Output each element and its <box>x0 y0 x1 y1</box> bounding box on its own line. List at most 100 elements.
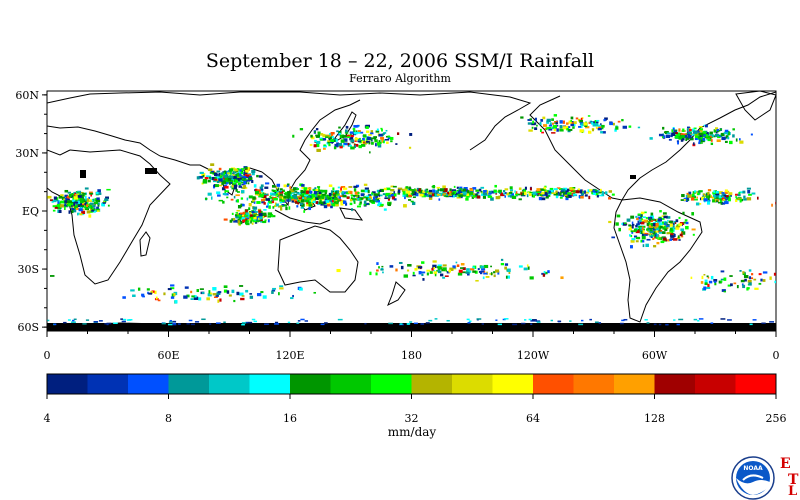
rain-cell <box>660 240 665 244</box>
rain-cell <box>296 195 302 198</box>
rain-cell <box>472 187 477 190</box>
rain-cell <box>316 201 321 205</box>
rain-cell <box>588 121 591 124</box>
rain-cell <box>524 186 527 190</box>
rain-cell <box>101 203 103 207</box>
rain-cell <box>235 194 240 197</box>
rain-cell <box>682 133 687 135</box>
rain-cell <box>334 197 338 201</box>
rain-cell <box>167 288 172 291</box>
rain-cell <box>260 220 263 223</box>
rain-cell <box>84 202 87 206</box>
rain-cell <box>774 280 776 284</box>
rain-cell <box>393 190 396 194</box>
rain-cell <box>434 193 439 197</box>
rain-cell <box>301 186 306 189</box>
rain-cell <box>290 196 293 200</box>
rain-cell <box>548 190 551 194</box>
rain-cell <box>725 197 729 201</box>
rain-cell <box>66 198 70 201</box>
rain-cell <box>295 201 298 204</box>
rain-cell <box>417 189 420 191</box>
rain-cell <box>724 191 728 194</box>
rain-cell <box>326 196 330 199</box>
rain-cell <box>470 194 475 197</box>
rain-cell <box>320 323 325 326</box>
rain-cell <box>209 323 212 325</box>
rain-cell <box>240 215 243 219</box>
rain-cell <box>365 197 368 201</box>
rain-cell <box>353 131 358 135</box>
rain-cell <box>600 188 602 192</box>
rain-cell <box>97 202 100 206</box>
rain-cell <box>258 213 263 217</box>
rain-cell <box>580 319 584 322</box>
rain-cell <box>738 191 741 195</box>
rain-cell <box>515 193 519 196</box>
rain-cell <box>227 172 230 175</box>
rain-cell <box>460 267 464 269</box>
rain-cell <box>375 272 378 276</box>
rain-cell <box>549 187 554 192</box>
rain-cell <box>698 318 704 320</box>
rain-cell <box>290 198 296 201</box>
rain-cell <box>227 178 232 181</box>
rain-cell <box>330 138 335 142</box>
rain-cell <box>279 285 284 288</box>
rain-cell <box>504 263 509 266</box>
rain-cell <box>524 319 527 321</box>
rain-cell <box>487 195 493 198</box>
rain-cell <box>467 190 470 194</box>
rain-cell <box>507 268 511 273</box>
rain-cell <box>418 270 422 275</box>
rain-cell <box>233 299 236 303</box>
rain-cell <box>504 192 507 194</box>
rain-cell <box>644 319 648 321</box>
lon-tick-label: 120E <box>275 349 304 362</box>
rain-cell <box>85 206 89 210</box>
rain-cell <box>77 190 81 193</box>
rain-cell <box>656 241 660 245</box>
rain-cell <box>719 199 723 203</box>
rain-cell <box>665 134 671 139</box>
rain-cell <box>748 193 752 196</box>
rain-cell <box>73 201 79 204</box>
rain-cell <box>249 214 253 217</box>
rain-cell <box>390 140 393 143</box>
rain-cell <box>529 276 534 280</box>
rain-cell <box>771 203 773 207</box>
rain-cell <box>204 176 209 180</box>
rain-cell <box>702 193 705 195</box>
rain-cell <box>715 193 720 196</box>
rain-cell <box>374 199 378 202</box>
rain-cell <box>53 196 57 200</box>
rain-cell <box>561 191 566 194</box>
rain-cell <box>357 191 360 195</box>
rain-cell <box>336 142 339 145</box>
rain-cell <box>345 135 350 137</box>
rain-cell <box>212 293 217 296</box>
rain-cell <box>635 240 639 243</box>
rain-cell <box>369 151 371 154</box>
rain-cell <box>703 134 707 137</box>
rain-cell <box>298 287 303 291</box>
rain-cell <box>572 188 575 191</box>
rain-cell <box>629 234 631 237</box>
rain-cell <box>340 139 345 143</box>
rain-cell <box>380 268 384 271</box>
rain-cell <box>260 291 264 294</box>
rain-cell <box>291 200 296 203</box>
rain-cell <box>458 269 463 273</box>
rain-cell <box>363 200 367 204</box>
rain-cell <box>673 229 675 232</box>
rain-cell <box>638 220 643 222</box>
rain-cell <box>88 196 90 199</box>
rain-cell <box>315 140 321 144</box>
rain-cell <box>83 206 87 209</box>
rain-cell <box>762 271 768 274</box>
rain-cell <box>239 212 244 215</box>
rain-cell <box>518 187 522 190</box>
rain-cell <box>177 323 181 325</box>
rain-cell <box>641 233 644 237</box>
rain-cell <box>232 182 236 185</box>
